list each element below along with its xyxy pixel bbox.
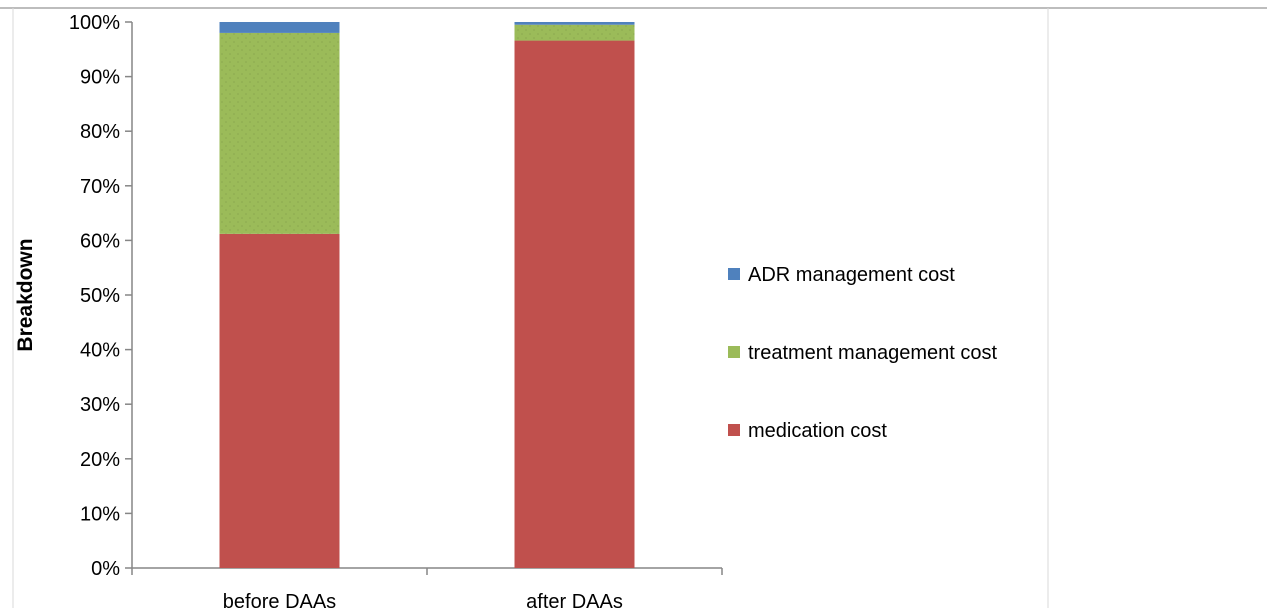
legend-swatch [728, 424, 740, 436]
plot-area: 0% 10% 20% 30% 40% 50% 60% 70% 80% 90% 100% before … [69, 12, 723, 613]
legend-label: ADR management cost [748, 264, 955, 286]
bar-segment-texture [514, 24, 635, 41]
y-tick-label: 40% [80, 340, 120, 362]
legend-label: treatment management cost [748, 342, 997, 364]
y-tick-label: 50% [80, 285, 120, 307]
legend-label: medication cost [748, 420, 887, 442]
y-tick-label: 30% [80, 394, 120, 416]
y-axis-label: Breakdown [14, 238, 37, 351]
legend-swatch [728, 346, 740, 358]
y-tick-label: 60% [80, 230, 120, 252]
bar-segment-texture [219, 32, 340, 234]
bar-segment-medication-cost [514, 40, 635, 568]
y-tick-label: 10% [80, 503, 120, 525]
bar-segment-medication-cost [219, 233, 340, 568]
y-tick-label: 0% [91, 558, 120, 580]
legend-swatch [728, 268, 740, 280]
y-tick-label: 20% [80, 449, 120, 471]
bar-segment-adr-management-cost [514, 22, 635, 25]
legend: ADR management cost treatment management … [728, 264, 997, 442]
bar-segment-adr-management-cost [219, 22, 340, 33]
x-category-label: after DAAs [526, 591, 623, 608]
x-category-label: before DAAs [223, 591, 336, 608]
y-tick-label: 90% [80, 67, 120, 89]
y-tick-label: 100% [69, 12, 120, 34]
y-tick-label: 80% [80, 121, 120, 143]
y-tick-label: 70% [80, 176, 120, 198]
